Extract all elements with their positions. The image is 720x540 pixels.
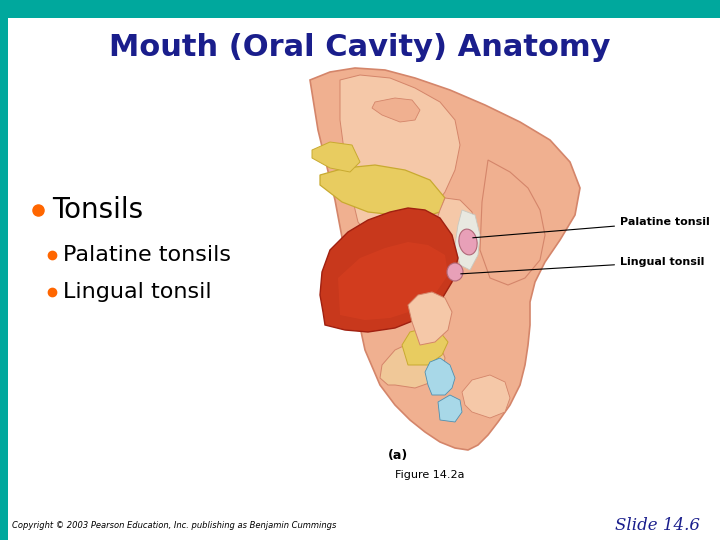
Text: Lingual tonsil: Lingual tonsil [461,257,704,274]
Polygon shape [408,292,452,345]
Text: Palatine tonsil: Palatine tonsil [473,217,710,238]
Text: (a): (a) [388,449,408,462]
Text: Lingual tonsil: Lingual tonsil [63,282,212,302]
Polygon shape [455,210,480,270]
Polygon shape [312,142,360,172]
Ellipse shape [447,263,463,281]
Polygon shape [320,165,445,218]
Text: Tonsils: Tonsils [52,196,143,224]
Bar [0,0,720,18]
Text: Copyright © 2003 Pearson Education, Inc. publishing as Benjamin Cummings: Copyright © 2003 Pearson Education, Inc.… [12,522,336,530]
Text: Mouth (Oral Cavity) Anatomy: Mouth (Oral Cavity) Anatomy [109,33,611,63]
Polygon shape [480,160,545,285]
Polygon shape [372,98,420,122]
Polygon shape [380,340,445,388]
Polygon shape [340,75,460,245]
Polygon shape [438,395,462,422]
Ellipse shape [459,229,477,255]
Polygon shape [402,328,448,365]
Text: Figure 14.2a: Figure 14.2a [395,470,464,480]
Text: Palatine tonsils: Palatine tonsils [63,245,231,265]
Polygon shape [338,242,448,320]
Polygon shape [462,375,510,418]
Text: Slide 14.6: Slide 14.6 [615,517,700,535]
Polygon shape [425,358,455,395]
Polygon shape [310,68,580,450]
Bar [0,0,8,540]
Polygon shape [435,198,475,250]
Polygon shape [320,208,458,332]
